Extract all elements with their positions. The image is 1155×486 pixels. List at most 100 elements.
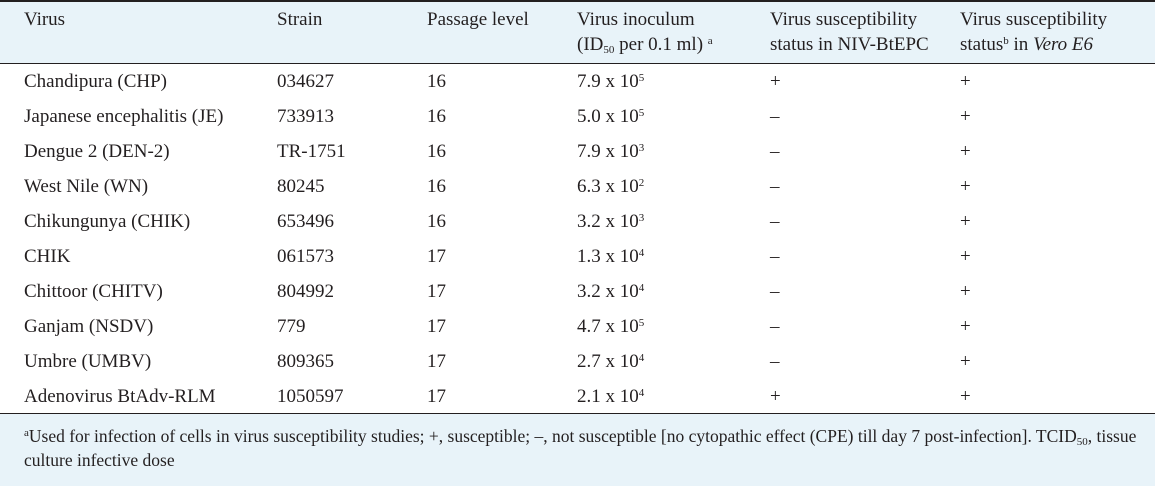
header-niv-btepc: Virus susceptibility status in NIV-BtEPC (770, 7, 929, 57)
cell-passage: 17 (427, 386, 446, 407)
inoculum-mantissa: 3.2 x 10 (577, 211, 639, 232)
cell-strain: TR-1751 (277, 141, 346, 162)
footnote-text-part2: , tissue culture infective dose (24, 426, 1137, 470)
cell-vero-status: + (960, 71, 971, 92)
cell-inoculum: 2.7 x 104 (577, 350, 644, 374)
cell-vero-status: + (960, 246, 971, 267)
cell-strain: 80245 (277, 176, 325, 197)
cell-passage: 17 (427, 351, 446, 372)
cell-inoculum: 4.7 x 105 (577, 315, 644, 339)
table-row: Japanese encephalitis (JE) 733913 16 5.0… (0, 99, 1155, 134)
cell-virus: CHIK (24, 246, 71, 267)
cell-niv-status: + (770, 71, 781, 92)
cell-vero-status: + (960, 141, 971, 162)
cell-niv-status: – (770, 316, 780, 337)
cell-virus: Ganjam (NSDV) (24, 316, 154, 337)
table-row: Umbre (UMBV) 809365 17 2.7 x 104 – + (0, 344, 1155, 379)
footnote-text-part1: Used for infection of cells in virus sus… (28, 426, 1077, 446)
inoculum-exponent: 5 (638, 107, 645, 119)
cell-inoculum: 6.3 x 102 (577, 175, 644, 199)
inoculum-mantissa: 1.3 x 10 (577, 246, 639, 267)
inoculum-exponent: 5 (638, 317, 645, 329)
cell-vero-status: + (960, 351, 971, 372)
cell-inoculum: 7.9 x 103 (577, 140, 644, 164)
footnote-sub: 50 (1076, 436, 1088, 448)
header-rule (0, 63, 1155, 64)
inoculum-exponent: 2 (638, 177, 645, 189)
inoculum-mantissa: 5.0 x 10 (577, 106, 639, 127)
cell-passage: 17 (427, 246, 446, 267)
cell-virus: Dengue 2 (DEN-2) (24, 141, 170, 162)
header-inoculum-line2-post: per 0.1 ml) (614, 34, 704, 55)
header-vero-line1: Virus susceptibility (960, 9, 1108, 30)
cell-passage: 16 (427, 141, 446, 162)
table-header: Virus Strain Passage level Virus inoculu… (0, 2, 1155, 63)
table-row: Chittoor (CHITV) 804992 17 3.2 x 104 – + (0, 274, 1155, 309)
header-inoculum-line1: Virus inoculum (577, 9, 695, 30)
cell-strain: 1050597 (277, 386, 344, 407)
inoculum-exponent: 4 (638, 247, 645, 259)
header-inoculum-sub: 50 (603, 44, 615, 56)
cell-strain: 809365 (277, 351, 334, 372)
inoculum-mantissa: 2.1 x 10 (577, 386, 639, 407)
table-row: Chikungunya (CHIK) 653496 16 3.2 x 103 –… (0, 204, 1155, 239)
cell-virus: West Nile (WN) (24, 176, 149, 197)
cell-strain: 779 (277, 316, 306, 337)
cell-passage: 16 (427, 211, 446, 232)
cell-vero-status: + (960, 281, 971, 302)
inoculum-mantissa: 3.2 x 10 (577, 281, 639, 302)
cell-vero-status: + (960, 176, 971, 197)
cell-niv-status: – (770, 246, 780, 267)
cell-inoculum: 2.1 x 104 (577, 385, 644, 409)
cell-niv-status: – (770, 176, 780, 197)
cell-passage: 16 (427, 106, 446, 127)
inoculum-exponent: 4 (638, 387, 645, 399)
header-strain: Strain (277, 9, 323, 30)
cell-niv-status: – (770, 281, 780, 302)
cell-vero-status: + (960, 386, 971, 407)
cell-niv-status: – (770, 106, 780, 127)
inoculum-exponent: 3 (638, 142, 645, 154)
cell-strain: 034627 (277, 71, 334, 92)
cell-strain: 061573 (277, 246, 334, 267)
cell-virus: Chandipura (CHP) (24, 71, 168, 92)
table-row: Chandipura (CHP) 034627 16 7.9 x 105 + + (0, 64, 1155, 99)
inoculum-exponent: 4 (638, 282, 645, 294)
body-bottom-rule (0, 413, 1155, 414)
cell-vero-status: + (960, 106, 971, 127)
cell-niv-status: – (770, 141, 780, 162)
cell-inoculum: 3.2 x 104 (577, 280, 644, 304)
cell-virus: Chikungunya (CHIK) (24, 211, 191, 232)
table-row: Adenovirus BtAdv-RLM 1050597 17 2.1 x 10… (0, 379, 1155, 414)
top-rule (0, 0, 1155, 2)
cell-inoculum: 5.0 x 105 (577, 105, 644, 129)
header-vero-line2-mid: in (1008, 34, 1034, 55)
cell-niv-status: + (770, 386, 781, 407)
header-virus-inoculum: Virus inoculum (ID50 per 0.1 ml) a (577, 7, 713, 57)
header-vero-line2-pre: status (960, 34, 1004, 55)
cell-passage: 16 (427, 71, 446, 92)
table-body: Chandipura (CHP) 034627 16 7.9 x 105 + +… (0, 64, 1155, 413)
table-row: West Nile (WN) 80245 16 6.3 x 102 – + (0, 169, 1155, 204)
header-vero-e6: Virus susceptibility statusb in Vero E6 (960, 7, 1107, 57)
table-row: CHIK 061573 17 1.3 x 104 – + (0, 239, 1155, 274)
cell-inoculum: 1.3 x 104 (577, 245, 644, 269)
header-vero-footnote-mark: b (1003, 35, 1009, 47)
inoculum-mantissa: 6.3 x 10 (577, 176, 639, 197)
inoculum-exponent: 4 (638, 352, 645, 364)
cell-niv-status: – (770, 211, 780, 232)
cell-passage: 16 (427, 176, 446, 197)
inoculum-mantissa: 7.9 x 10 (577, 71, 639, 92)
cell-vero-status: + (960, 211, 971, 232)
footnote-text: aUsed for infection of cells in virus su… (24, 424, 1139, 472)
header-inoculum-footnote-mark: a (707, 35, 713, 47)
inoculum-mantissa: 7.9 x 10 (577, 141, 639, 162)
header-vero-italic: Vero E6 (1033, 34, 1094, 55)
cell-virus: Adenovirus BtAdv-RLM (24, 386, 216, 407)
header-niv-line2: status in NIV-BtEPC (770, 34, 929, 55)
table-row: Ganjam (NSDV) 779 17 4.7 x 105 – + (0, 309, 1155, 344)
cell-passage: 17 (427, 316, 446, 337)
cell-vero-status: + (960, 316, 971, 337)
header-passage-level: Passage level (427, 9, 529, 30)
